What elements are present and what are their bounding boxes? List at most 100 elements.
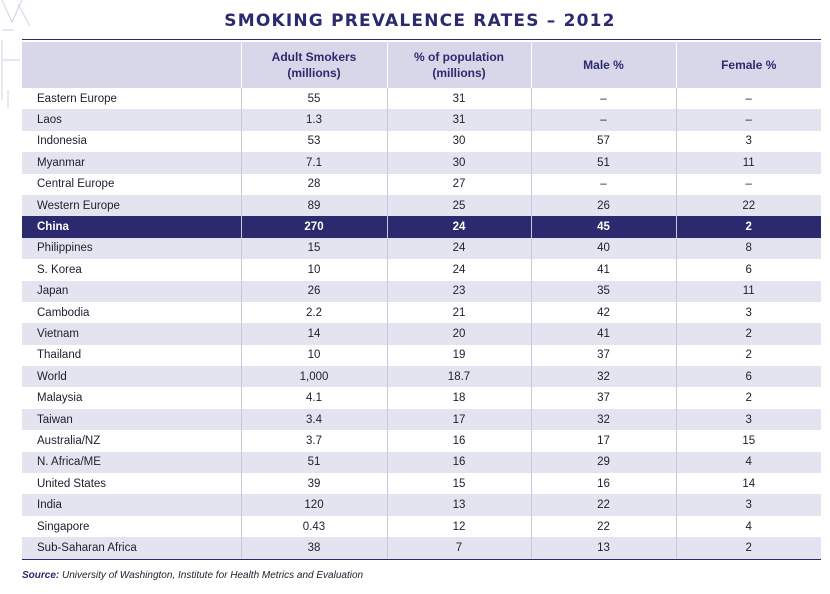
- cell-male-pct: 29: [530, 451, 676, 474]
- cell-region: United States: [22, 473, 241, 495]
- cell-adult-smokers: 55: [240, 88, 387, 110]
- cell-region: World: [22, 366, 241, 388]
- header-pct-population: % of population (millions): [386, 42, 531, 88]
- cell-region: N. Africa/ME: [22, 451, 241, 474]
- table-row: Central Europe 28 27– –: [22, 173, 821, 195]
- table-row: Sub-Saharan Africa 38 7 13 2: [22, 537, 821, 560]
- cell-male-pct: 37: [530, 387, 676, 409]
- cell-male-pct: 22: [530, 494, 676, 516]
- cell-female-pct: 3: [675, 494, 821, 516]
- cell-adult-smokers: 26: [240, 280, 387, 302]
- table-body: Eastern Europe 55 31– – Laos 1.3 31– – Indonesia…: [22, 88, 821, 560]
- cell-adult-smokers: 53: [240, 130, 387, 153]
- cell-adult-smokers: 14: [240, 323, 387, 345]
- cell-male-pct: 35: [530, 280, 676, 302]
- table-row: Cambodia 2.2 21 42 3: [22, 301, 821, 324]
- cell-pct-population: 23: [386, 280, 531, 302]
- cell-female-pct: –: [675, 173, 821, 195]
- cell-male-pct: 37: [530, 344, 676, 367]
- table-row: China 270 24 45 2: [22, 216, 821, 238]
- table-row: Philippines 15 24 40 8: [22, 237, 821, 260]
- table-title: SMOKING PREVALENCE RATES – 2012: [224, 11, 616, 31]
- cell-male-pct: –: [530, 109, 676, 131]
- cell-pct-population: 24: [386, 237, 531, 260]
- cell-male-pct: 17: [530, 430, 676, 452]
- cell-region: Malaysia: [22, 387, 241, 409]
- cell-region: Western Europe: [22, 194, 241, 217]
- cell-region: S. Korea: [22, 259, 241, 281]
- cell-region: Laos: [22, 109, 241, 131]
- cell-male-pct: 22: [530, 515, 676, 538]
- table-row: S. Korea 10 24 41 6: [22, 259, 821, 281]
- cell-region: China: [22, 216, 241, 238]
- table-row: Taiwan 3.4 17 32 3: [22, 408, 821, 431]
- cell-pct-population: 7: [386, 537, 531, 560]
- cell-region: Taiwan: [22, 408, 241, 431]
- cell-region: Vietnam: [22, 323, 241, 345]
- cell-male-pct: 13: [530, 537, 676, 560]
- cell-female-pct: 4: [675, 515, 821, 538]
- smoking-prevalence-table: Adult Smokers (millions) % of population(…: [22, 42, 821, 560]
- cell-region: Central Europe: [22, 173, 241, 195]
- cell-male-pct: 40: [530, 237, 676, 260]
- cell-adult-smokers: 4.1: [240, 387, 387, 409]
- cell-region: Philippines: [22, 237, 241, 260]
- cell-adult-smokers: 38: [240, 537, 387, 560]
- cell-pct-population: 13: [386, 494, 531, 516]
- cell-region: Sub-Saharan Africa: [22, 537, 241, 560]
- cell-pct-population: 25: [386, 194, 531, 217]
- header-male-pct: Male %: [530, 42, 676, 88]
- cell-adult-smokers: 2.2: [240, 301, 387, 324]
- cell-adult-smokers: 120: [240, 494, 387, 516]
- cell-female-pct: –: [675, 88, 821, 110]
- cell-pct-population: 15: [386, 473, 531, 495]
- cell-male-pct: 41: [530, 259, 676, 281]
- cell-female-pct: 2: [675, 344, 821, 367]
- table-header-row: Adult Smokers (millions) % of population(…: [22, 42, 821, 88]
- cell-pct-population: 30: [386, 130, 531, 153]
- cell-pct-population: 27: [386, 173, 531, 195]
- cell-adult-smokers: 10: [240, 259, 387, 281]
- table-row: Australia/NZ 3.7 16 17 15: [22, 430, 821, 452]
- cell-female-pct: 6: [675, 259, 821, 281]
- header-adult-smokers: Adult Smokers (millions): [240, 42, 387, 88]
- cell-male-pct: 51: [530, 152, 676, 174]
- source-note: Source: University of Washington, Instit…: [22, 570, 363, 581]
- title-rule: [22, 39, 821, 40]
- cell-pct-population: 16: [386, 451, 531, 474]
- table-row: Japan 26 23 35 11: [22, 280, 821, 302]
- cell-male-pct: 26: [530, 194, 676, 217]
- source-label: Source:: [22, 570, 60, 581]
- cell-female-pct: 3: [675, 301, 821, 324]
- cell-region: Thailand: [22, 344, 241, 367]
- table-row: Indonesia 53 30 57 3: [22, 130, 821, 153]
- cell-female-pct: 2: [675, 387, 821, 409]
- cell-female-pct: 6: [675, 366, 821, 388]
- cell-female-pct: 4: [675, 451, 821, 474]
- table-row: Vietnam 14 20 41 2: [22, 323, 821, 345]
- header-region: [22, 42, 241, 88]
- cell-adult-smokers: 3.7: [240, 430, 387, 452]
- table-row: Singapore 0.43 12 22 4: [22, 515, 821, 538]
- cell-pct-population: 24: [386, 216, 531, 238]
- cell-adult-smokers: 3.4: [240, 408, 387, 431]
- cell-pct-population: 18.7: [386, 366, 531, 388]
- cell-female-pct: 11: [675, 152, 821, 174]
- table-row: Malaysia 4.1 18 37 2: [22, 387, 821, 409]
- cell-male-pct: 16: [530, 473, 676, 495]
- table-row: United States 39 15 16 14: [22, 473, 821, 495]
- cell-female-pct: 2: [675, 216, 821, 238]
- cell-region: India: [22, 494, 241, 516]
- table-row: Thailand 10 19 37 2: [22, 344, 821, 367]
- cell-female-pct: 15: [675, 430, 821, 452]
- source-text: University of Washington, Institute for …: [59, 570, 364, 581]
- cell-region: Cambodia: [22, 301, 241, 324]
- table-row: N. Africa/ME 51 16 29 4: [22, 451, 821, 474]
- table-row: Western Europe 89 25 26 22: [22, 194, 821, 217]
- cell-pct-population: 31: [386, 88, 531, 110]
- cell-adult-smokers: 39: [240, 473, 387, 495]
- table-row: India 120 13 22 3: [22, 494, 821, 516]
- table-row: Myanmar 7.1 30 51 11: [22, 152, 821, 174]
- cell-pct-population: 21: [386, 301, 531, 324]
- table-row: Laos 1.3 31– –: [22, 109, 821, 131]
